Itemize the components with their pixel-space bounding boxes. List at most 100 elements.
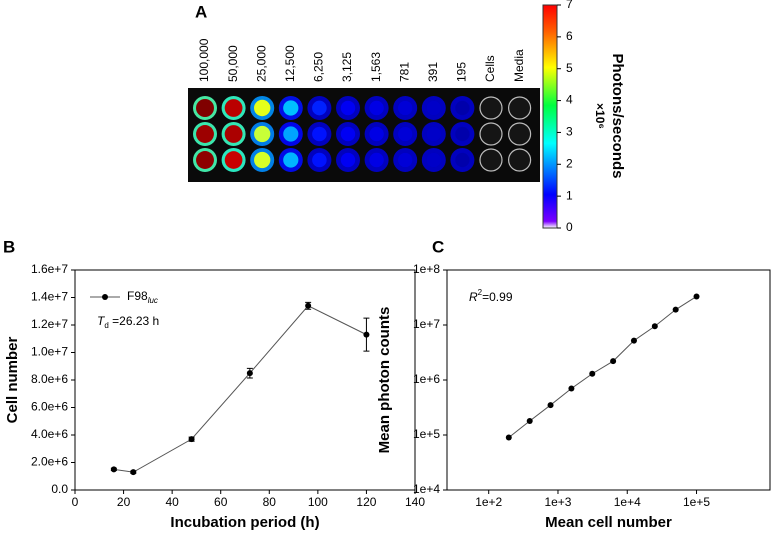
annotation-part: d [104,321,108,330]
x-tick-label: 140 [405,495,425,509]
y-tick-label: 0.0 [51,482,68,496]
y-tick-label: 1.4e+7 [31,290,68,304]
column-label: 391 [426,62,440,82]
colorbar-tick-label: 2 [566,156,573,170]
well [479,148,503,172]
column-label: 100,000 [197,38,211,82]
y-tick-label: 2.0e+6 [31,455,68,469]
well [455,126,470,142]
y-tick-label: 1.2e+7 [31,317,68,331]
well [369,152,384,168]
y-tick-label: 1e+4 [413,482,440,496]
data-point [610,358,617,365]
well [398,126,413,142]
well [340,126,356,142]
well [507,122,532,146]
panel-label: B [3,237,15,256]
well [196,99,214,117]
column-label: 25,000 [254,45,268,82]
well [398,152,413,168]
data-point [693,293,700,300]
column-label: 781 [397,62,411,82]
well [426,100,441,116]
y-tick-label: 1e+8 [413,262,440,276]
x-tick-label: 100 [308,495,328,509]
well [426,126,441,142]
well [398,100,413,116]
well [426,152,441,168]
well [340,152,356,168]
annotation: Td =26.23 h [97,314,159,330]
column-label: 1,563 [369,52,383,82]
x-axis-label: Mean cell number [545,514,672,531]
well [283,100,299,116]
annotation-part: =26.23 h [109,314,159,328]
x-tick-label: 0 [72,495,79,509]
series-line [113,305,367,473]
colorbar-label: Photons/seconds [609,53,626,178]
y-tick-label: 1.0e+7 [31,345,68,359]
y-tick-label: 4.0e+6 [31,427,68,441]
well [369,100,384,116]
well [312,152,327,168]
x-tick-label: 1e+3 [544,495,571,509]
legend-marker [102,294,108,300]
series-line [508,296,697,438]
well [312,126,327,142]
colorbar-tick-label: 7 [566,0,573,11]
colorbar-tick-label: 6 [566,29,573,43]
x-tick-label: 80 [263,495,277,509]
annotation-part: 2 [478,288,483,297]
y-tick-label: 6.0e+6 [31,400,68,414]
column-label: Cells [483,55,497,82]
legend-name: F98 [127,289,148,303]
well [340,100,356,116]
column-label: 195 [455,62,469,82]
data-point [526,417,533,424]
annotation-part: R [469,290,478,304]
well [507,96,532,120]
well [455,152,470,168]
colorbar-tick-label: 5 [566,61,573,75]
colorbar-unit: ×10⁶ [593,103,607,129]
y-axis-label: Mean photon counts [376,307,393,454]
column-label: Media [512,49,526,82]
legend-subscript: luc [148,296,158,305]
data-point [547,402,554,409]
colorbar [542,4,558,229]
well [312,100,327,116]
y-axis-label: Cell number [4,336,21,423]
y-tick-label: 1.6e+7 [31,262,68,276]
y-tick-label: 1e+7 [413,317,440,331]
data-point [651,323,658,330]
data-point [246,370,253,377]
well [224,99,243,117]
y-tick-label: 1e+5 [413,427,440,441]
y-tick-label: 8.0e+6 [31,372,68,386]
data-point [672,306,679,313]
data-point [305,302,312,309]
well [283,126,299,142]
column-label: 3,125 [340,52,354,82]
annotation-part: =0.99 [482,290,513,304]
data-point [130,469,137,476]
data-point [363,331,370,338]
x-tick-label: 20 [117,495,131,509]
well [254,125,271,143]
x-axis-label: Incubation period (h) [170,514,319,531]
panel-label: A [195,2,207,21]
data-point [568,385,575,392]
well [507,148,532,172]
well [369,126,384,142]
well [254,99,271,117]
annotation-part: T [97,314,106,328]
plot-frame [74,269,416,491]
legend-entry: F98luc [127,289,158,305]
colorbar-tick-label: 3 [566,125,573,139]
x-tick-label: 1e+2 [475,495,502,509]
well [479,122,503,146]
well [196,151,214,169]
colorbar-tick-label: 0 [566,220,573,234]
column-label: 12,500 [283,45,297,82]
